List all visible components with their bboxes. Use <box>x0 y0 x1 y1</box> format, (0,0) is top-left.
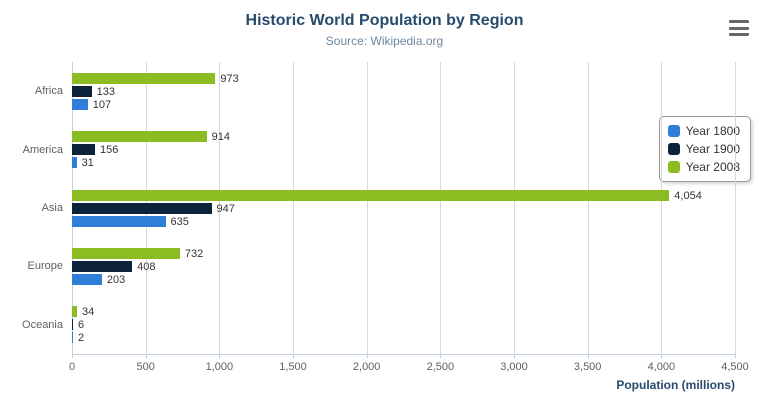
bar-value-label: 973 <box>220 72 239 85</box>
x-tick-label: 4,500 <box>721 361 749 373</box>
gridline <box>735 62 736 354</box>
bar-america-year-1900[interactable] <box>72 144 95 156</box>
x-tick-mark <box>440 354 442 358</box>
gridline <box>661 62 663 354</box>
x-tick-label: 500 <box>136 361 155 373</box>
legend-item-year-2008[interactable]: Year 2008 <box>667 160 740 174</box>
bar-value-label: 635 <box>170 215 189 228</box>
bar-value-label: 947 <box>216 202 235 215</box>
x-axis-label: Population (millions) <box>616 378 735 392</box>
x-tick-label: 4,000 <box>647 361 676 373</box>
gridline <box>514 62 515 354</box>
bar-value-label: 6 <box>78 319 85 332</box>
bar-value-label: 4,054 <box>674 189 702 202</box>
bar-asia-year-1800[interactable] <box>72 215 166 227</box>
bar-value-label: 203 <box>106 273 126 286</box>
x-tick-label: 0 <box>68 361 76 373</box>
gridline <box>440 62 442 354</box>
bar-africa-year-1900[interactable] <box>72 85 92 97</box>
x-tick-mark <box>735 354 736 358</box>
bar-america-year-1800[interactable] <box>72 157 77 169</box>
legend-label: Year 1900 <box>685 142 740 156</box>
bar-asia-year-2008[interactable] <box>72 189 670 201</box>
category-label: Oceania <box>22 318 63 331</box>
hamburger-bar <box>729 33 749 36</box>
legend-swatch <box>667 143 680 155</box>
x-tick-mark <box>145 354 147 358</box>
legend-label: Year 1800 <box>685 124 740 138</box>
x-tick-mark <box>219 354 221 358</box>
bar-value-label: 156 <box>99 144 119 157</box>
bar-value-label: 914 <box>211 131 231 144</box>
bar-europe-year-2008[interactable] <box>72 247 180 259</box>
legend-item-year-1800[interactable]: Year 1800 <box>667 124 740 138</box>
bar-oceania-year-2008[interactable] <box>72 306 77 318</box>
chart-subtitle: Source: Wikipedia.org <box>325 34 444 48</box>
x-tick-label: 2,500 <box>426 361 455 373</box>
legend-swatch <box>667 125 680 137</box>
bar-value-label: 732 <box>184 247 204 260</box>
x-tick-mark <box>661 354 663 358</box>
legend: Year 1800 Year 1900 Year 2008 <box>658 116 751 182</box>
bar-oceania-year-1800[interactable] <box>72 332 73 344</box>
hamburger-bar <box>729 20 749 23</box>
bar-value-label: 408 <box>137 260 156 273</box>
bar-europe-year-1900[interactable] <box>72 260 133 272</box>
x-tick-mark <box>514 354 515 358</box>
gridline <box>293 62 294 354</box>
x-tick-label: 1,000 <box>205 361 234 373</box>
gridline <box>219 62 221 354</box>
bar-value-label: 34 <box>82 306 95 319</box>
gridline <box>366 62 368 354</box>
x-tick-mark <box>366 354 368 358</box>
bar-africa-year-1800[interactable] <box>72 98 88 110</box>
hamburger-menu-icon[interactable] <box>729 20 749 36</box>
x-tick-mark <box>293 354 294 358</box>
bar-africa-year-2008[interactable] <box>72 72 216 84</box>
legend-label: Year 2008 <box>685 160 740 174</box>
bar-value-label: 133 <box>96 85 115 98</box>
bar-value-label: 2 <box>78 332 85 345</box>
hamburger-bar <box>729 26 749 30</box>
bar-asia-year-1900[interactable] <box>72 202 212 214</box>
category-label: Africa <box>34 85 63 98</box>
legend-item-year-1900[interactable]: Year 1900 <box>667 142 740 156</box>
x-axis-line <box>72 354 735 355</box>
x-tick-label: 2,000 <box>352 361 381 373</box>
x-tick-mark <box>587 354 589 358</box>
category-label: America <box>22 143 63 156</box>
legend-swatch <box>667 161 680 173</box>
gridline <box>587 62 589 354</box>
category-label: Europe <box>27 260 63 273</box>
category-label: Asia <box>41 202 63 214</box>
bar-oceania-year-1900[interactable] <box>72 319 73 331</box>
bar-america-year-2008[interactable] <box>72 131 207 143</box>
x-tick-mark <box>72 354 73 358</box>
x-tick-label: 3,000 <box>500 361 528 373</box>
x-tick-label: 3,500 <box>573 361 602 373</box>
bar-value-label: 31 <box>81 157 94 170</box>
bar-europe-year-1800[interactable] <box>72 273 102 285</box>
chart-title: Historic World Population by Region <box>245 12 524 29</box>
x-tick-label: 1,500 <box>279 361 307 373</box>
bar-value-label: 107 <box>92 98 112 111</box>
